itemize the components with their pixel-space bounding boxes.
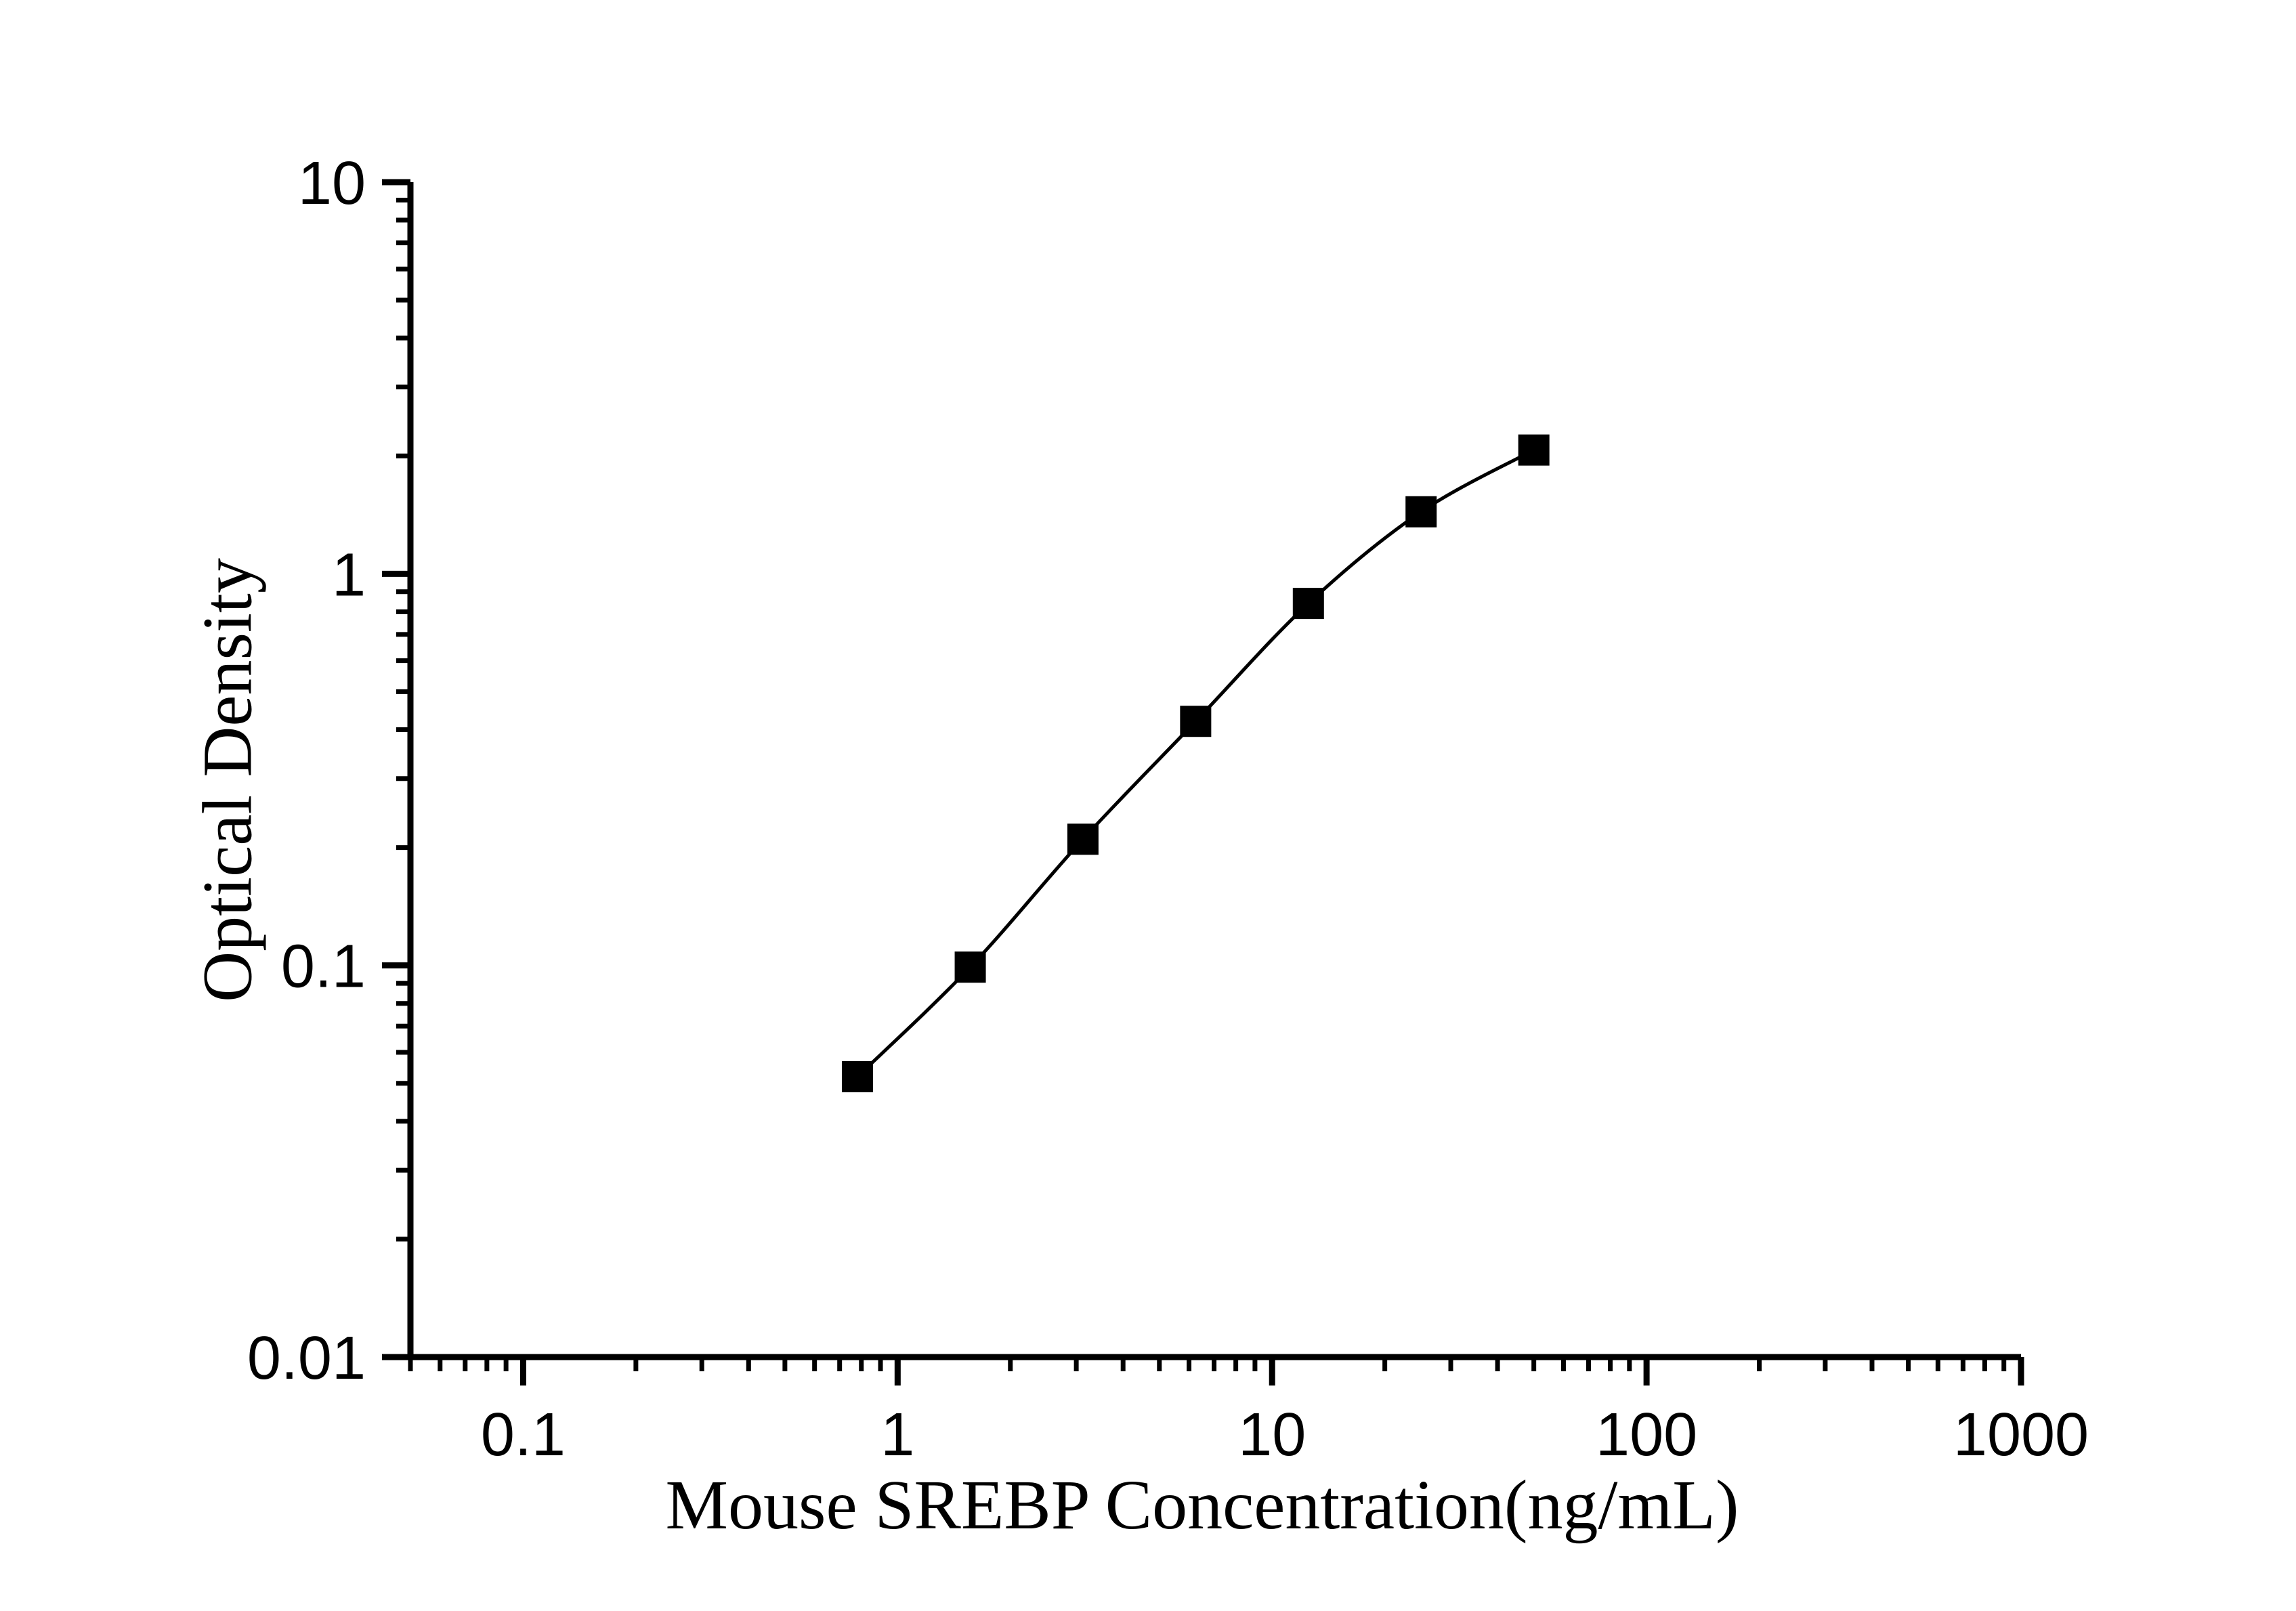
x-tick-label: 100 xyxy=(1596,1401,1697,1469)
y-tick-label: 10 xyxy=(298,150,366,217)
data-point-marker xyxy=(1067,823,1099,855)
x-axis-title: Mouse SREBP Concentration(ng/mL) xyxy=(665,1466,1739,1544)
x-tick-label: 10 xyxy=(1238,1401,1306,1469)
data-point-marker xyxy=(1518,434,1550,466)
data-point-marker xyxy=(1405,496,1437,528)
data-point-marker xyxy=(954,951,986,983)
x-tick-label: 0.1 xyxy=(481,1401,566,1469)
x-tick-label: 1000 xyxy=(1953,1401,2089,1469)
y-tick-label: 1 xyxy=(332,541,366,609)
y-tick-label: 0.01 xyxy=(247,1325,366,1392)
data-point-marker xyxy=(1180,706,1212,737)
y-tick-label: 0.1 xyxy=(281,933,366,1001)
y-axis-title: Optical Density xyxy=(188,558,267,1002)
data-point-marker xyxy=(841,1060,873,1092)
data-point-marker xyxy=(1292,588,1324,620)
x-tick-label: 1 xyxy=(880,1401,914,1469)
